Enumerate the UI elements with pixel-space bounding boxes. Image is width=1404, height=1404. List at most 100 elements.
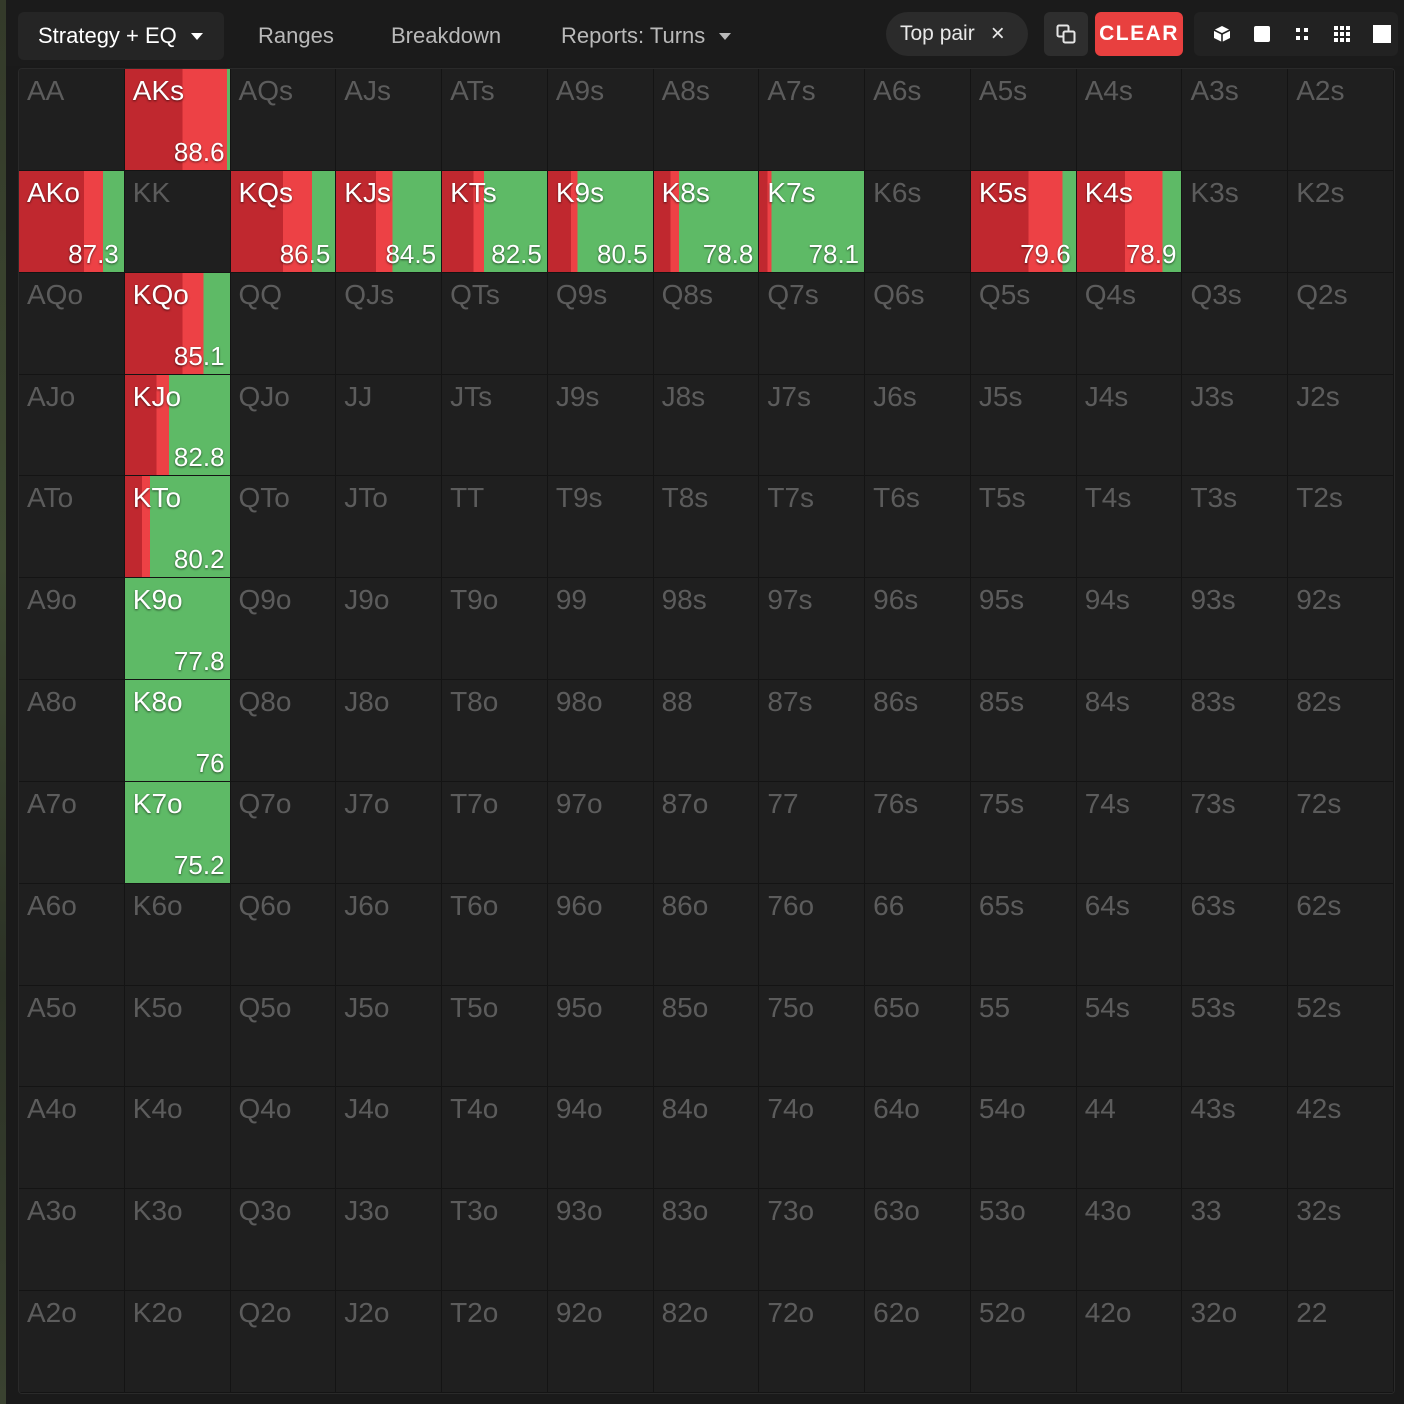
hand-cell[interactable]: JTo [336,476,443,579]
hand-cell[interactable]: 64o [865,1087,971,1190]
hand-cell[interactable]: T9s [547,476,654,579]
hand-cell[interactable]: AJs [336,69,443,171]
hand-cell[interactable]: AA [19,69,125,171]
hand-cell[interactable]: AQo [19,272,125,375]
hand-cell[interactable]: J3o [336,1189,443,1292]
hand-cell[interactable]: T6o [442,883,548,986]
tab-breakdown[interactable]: Breakdown [391,12,501,60]
hand-cell[interactable]: 75.2 K7o [124,781,231,884]
hand-cell[interactable]: K2o [124,1291,231,1393]
hand-cell[interactable]: T8o [442,680,548,782]
hand-cell[interactable]: 87o [653,781,760,884]
hand-cell[interactable]: 33 [1182,1189,1289,1292]
hand-cell[interactable]: 95s [970,578,1077,681]
hand-cell[interactable]: 43o [1076,1189,1183,1292]
hand-cell[interactable]: T5s [970,476,1077,579]
hand-cell[interactable]: A4o [19,1087,125,1190]
hand-cell[interactable]: J8s [653,374,760,477]
hand-cell[interactable]: K3o [124,1189,231,1292]
hand-cell[interactable]: A3o [19,1189,125,1292]
hand-cell[interactable]: TT [442,476,548,579]
hand-cell[interactable]: 55 [970,985,1077,1088]
hand-cell[interactable]: 96o [547,883,654,986]
hand-cell[interactable]: 32s [1288,1189,1394,1292]
hand-cell[interactable]: AJo [19,374,125,477]
hand-cell[interactable]: 98s [653,578,760,681]
hand-cell[interactable]: 63o [865,1189,971,1292]
hand-cell[interactable]: K6s [865,170,971,273]
hand-cell[interactable]: Q8s [653,272,760,375]
hand-cell[interactable]: 63s [1182,883,1289,986]
hand-cell[interactable]: 42s [1288,1087,1394,1190]
hand-cell[interactable]: 85s [970,680,1077,782]
hand-cell[interactable]: A9s [547,69,654,171]
hand-cell[interactable]: 84.5 KJs [336,170,443,273]
hand-cell[interactable]: J4o [336,1087,443,1190]
hand-cell[interactable]: T7s [759,476,866,579]
hand-cell[interactable]: 76o [759,883,866,986]
hand-cell[interactable]: 79.6 K5s [970,170,1077,273]
hand-cell[interactable]: Q7s [759,272,866,375]
hand-cell[interactable]: Q5o [230,985,337,1088]
hand-cell[interactable]: A2s [1288,69,1394,171]
hand-cell[interactable]: T6s [865,476,971,579]
hand-cell[interactable]: 80.5 K9s [547,170,654,273]
hand-cell[interactable]: J5s [970,374,1077,477]
hand-cell[interactable]: T4o [442,1087,548,1190]
hand-cell[interactable]: 65s [970,883,1077,986]
hand-cell[interactable]: QQ [230,272,337,375]
hand-cell[interactable]: 76 K8o [124,680,231,782]
hand-cell[interactable]: 52o [970,1291,1077,1393]
hand-cell[interactable]: 73o [759,1189,866,1292]
hand-cell[interactable]: A8o [19,680,125,782]
hand-cell[interactable]: A6s [865,69,971,171]
hand-cell[interactable]: Q4o [230,1087,337,1190]
hand-cell[interactable]: 44 [1076,1087,1183,1190]
hand-cell[interactable]: J7s [759,374,866,477]
tab-reports-turns[interactable]: Reports: Turns [561,12,732,60]
hand-cell[interactable]: 74s [1076,781,1183,884]
hand-cell[interactable]: JJ [336,374,443,477]
hand-cell[interactable]: 99 [547,578,654,681]
hand-cell[interactable]: 78.1 K7s [759,170,866,273]
hand-cell[interactable]: Q8o [230,680,337,782]
hand-cell[interactable]: 65o [865,985,971,1088]
hand-cell[interactable]: 43s [1182,1087,1289,1190]
hand-cell[interactable]: 76s [865,781,971,884]
hand-cell[interactable]: 73s [1182,781,1289,884]
hand-cell[interactable]: 98o [547,680,654,782]
hand-cell[interactable]: A6o [19,883,125,986]
hand-cell[interactable]: 54s [1076,985,1183,1088]
hand-cell[interactable]: 83s [1182,680,1289,782]
hand-cell[interactable]: 75o [759,985,866,1088]
hand-cell[interactable]: 88 [653,680,760,782]
hand-cell[interactable]: 62s [1288,883,1394,986]
hand-cell[interactable]: 93o [547,1189,654,1292]
hand-cell[interactable]: ATs [442,69,548,171]
close-icon[interactable]: × [990,20,1005,47]
hand-cell[interactable]: 85.1 KQo [124,272,231,375]
hand-cell[interactable]: QJs [336,272,443,375]
hand-cell[interactable]: QTs [442,272,548,375]
hand-cell[interactable]: 94s [1076,578,1183,681]
hand-cell[interactable]: A7s [759,69,866,171]
hand-cell[interactable]: 95o [547,985,654,1088]
hand-cell[interactable]: A2o [19,1291,125,1393]
hand-cell[interactable]: Q2o [230,1291,337,1393]
hand-cell[interactable]: 82o [653,1291,760,1393]
hand-cell[interactable]: 78.8 K8s [653,170,760,273]
hand-cell[interactable]: 74o [759,1087,866,1190]
hand-cell[interactable]: 82.5 KTs [442,170,548,273]
hand-cell[interactable]: J9o [336,578,443,681]
hand-cell[interactable]: JTs [442,374,548,477]
hand-cell[interactable]: Q9s [547,272,654,375]
hand-cell[interactable]: 92o [547,1291,654,1393]
hand-cell[interactable]: 92s [1288,578,1394,681]
hand-cell[interactable]: 82s [1288,680,1394,782]
hand-cell[interactable]: K4o [124,1087,231,1190]
hand-cell[interactable]: J2s [1288,374,1394,477]
hand-cell[interactable]: 78.9 K4s [1076,170,1183,273]
hand-cell[interactable]: 97o [547,781,654,884]
clear-button[interactable]: CLEAR [1095,12,1183,56]
hand-cell[interactable]: 75s [970,781,1077,884]
